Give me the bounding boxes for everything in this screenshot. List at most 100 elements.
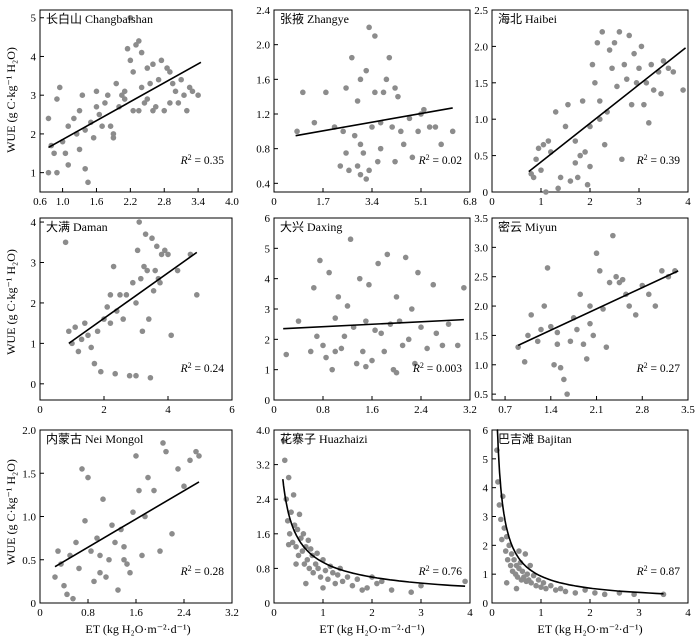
data-point <box>121 543 127 550</box>
data-point <box>76 565 82 572</box>
data-point <box>533 156 539 163</box>
x-axis-label-col-2: ET (kg H₂O·m⁻²·d⁻¹) <box>319 622 424 636</box>
data-point <box>317 574 324 580</box>
data-point <box>601 141 608 148</box>
data-point <box>317 257 323 264</box>
data-point <box>567 338 574 345</box>
data-point <box>281 438 287 444</box>
data-point <box>541 303 548 309</box>
data-point <box>356 275 363 282</box>
data-point <box>314 333 320 340</box>
data-point <box>461 284 467 291</box>
data-point <box>134 247 141 254</box>
x-tick-label: 3.4 <box>191 196 205 208</box>
y-tick-label: 1 <box>265 365 271 377</box>
data-point <box>158 251 165 258</box>
data-point <box>527 562 534 569</box>
data-point <box>545 138 552 144</box>
data-point <box>139 552 145 559</box>
data-point <box>320 342 326 349</box>
y-tick-label: 2.4 <box>256 5 270 17</box>
data-point <box>543 585 549 592</box>
data-point <box>99 123 105 129</box>
data-point <box>366 167 372 174</box>
x-tick-label: 2.4 <box>414 404 428 416</box>
data-point <box>293 543 299 550</box>
data-point <box>418 324 424 331</box>
y-tick-label: 0 <box>265 598 271 610</box>
data-point <box>572 160 579 166</box>
x-tick-label: 4 <box>165 404 171 416</box>
data-point <box>381 348 388 355</box>
plot-frame <box>39 217 233 401</box>
x-tick-label: 0 <box>37 607 43 619</box>
ylabel-row-2-group: WUE (g C·kg⁻¹ H₂O) <box>4 249 18 355</box>
y-axis-label-row-3: WUE (g C·kg⁻¹ H₂O) <box>4 459 18 565</box>
data-point <box>79 466 85 472</box>
data-point <box>110 134 117 141</box>
data-point <box>285 474 292 481</box>
plot-frame <box>491 217 689 401</box>
data-point <box>619 276 626 283</box>
data-point <box>85 332 91 339</box>
r2-label: R2 = 0.003 <box>412 361 462 376</box>
y-tick-label: 6 <box>483 425 489 437</box>
data-point <box>555 185 561 192</box>
data-point <box>285 541 292 548</box>
data-point <box>619 156 625 163</box>
data-point <box>181 92 187 98</box>
data-point <box>412 360 418 367</box>
data-point <box>392 158 398 165</box>
x-tick-label: 1 <box>538 607 544 619</box>
data-point <box>652 303 659 309</box>
y-tick-label: 0 <box>265 395 271 407</box>
x-tick-label: 1 <box>320 607 326 619</box>
data-point <box>104 92 111 98</box>
data-point <box>584 181 591 188</box>
data-point <box>364 585 370 591</box>
data-point <box>515 344 521 350</box>
data-point <box>393 294 400 300</box>
data-point <box>71 115 77 122</box>
y-tick-label: 4 <box>31 51 37 63</box>
data-point <box>561 376 567 383</box>
y-tick-label: 4 <box>483 483 489 495</box>
data-point <box>130 509 136 515</box>
data-point <box>426 124 433 130</box>
data-point <box>281 457 288 464</box>
x-tick-label: 4 <box>685 607 691 619</box>
data-point <box>557 585 564 592</box>
data-point <box>107 320 114 326</box>
r2-label: R2 = 0.39 <box>636 153 681 168</box>
y-tick-label: 4.0 <box>256 425 270 437</box>
data-point <box>339 578 346 585</box>
data-point <box>121 556 127 563</box>
data-point <box>421 106 427 113</box>
data-point <box>405 336 412 343</box>
data-point <box>680 87 686 93</box>
data-point <box>82 518 88 524</box>
data-point <box>538 326 544 333</box>
data-point <box>165 251 171 258</box>
data-point <box>346 167 352 174</box>
data-point <box>138 49 145 56</box>
x-tick-label: 1.4 <box>544 404 558 416</box>
panel-5: 0 0.8 1.6 2.4 3.2 0 1 2 3 4 5 6 大兴 Daxing R2 = 0.003 <box>265 213 477 416</box>
data-point <box>648 61 655 68</box>
x-tick-label: 6 <box>229 404 235 416</box>
data-point <box>103 574 109 580</box>
panel-4: 0 2 4 6 0 1 2 3 4 大满 Daman R2 = 0.24 <box>31 217 236 416</box>
data-point <box>378 330 384 337</box>
x-tick-label: 2 <box>587 607 593 619</box>
data-point <box>102 100 108 106</box>
data-point <box>574 174 581 181</box>
y-tick-label: 3.2 <box>256 460 270 472</box>
y-tick-label: 0.4 <box>256 178 270 190</box>
data-point <box>126 372 133 379</box>
data-point <box>580 341 587 348</box>
fit-line <box>68 251 198 345</box>
fit-line <box>295 107 453 137</box>
data-point <box>139 328 146 335</box>
x-axis-label-col-1: ET (kg H₂O·m⁻²·d⁻¹) <box>85 622 190 636</box>
data-point <box>408 589 415 595</box>
